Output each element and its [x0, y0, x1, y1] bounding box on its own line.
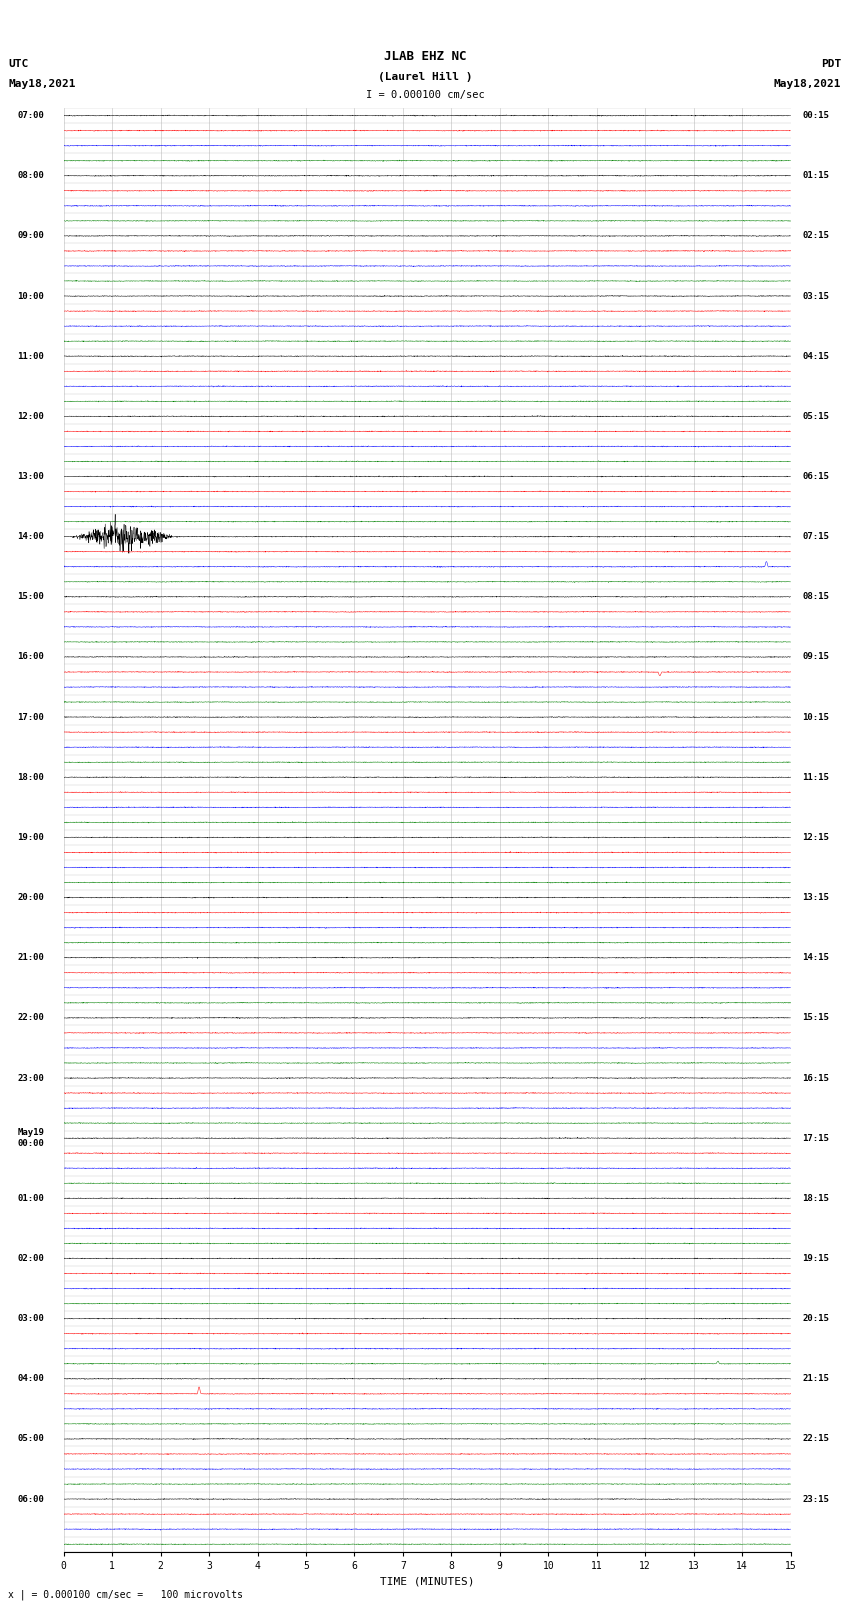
Text: May18,2021: May18,2021 [8, 79, 76, 89]
Text: 16:00: 16:00 [18, 652, 44, 661]
Text: 18:15: 18:15 [802, 1194, 830, 1203]
Text: 15:15: 15:15 [802, 1013, 830, 1023]
Text: PDT: PDT [821, 60, 842, 69]
Text: 20:15: 20:15 [802, 1315, 830, 1323]
Text: 02:00: 02:00 [18, 1253, 44, 1263]
Text: 05:00: 05:00 [18, 1434, 44, 1444]
Text: 23:00: 23:00 [18, 1074, 44, 1082]
Text: 11:15: 11:15 [802, 773, 830, 782]
Text: 21:15: 21:15 [802, 1374, 830, 1384]
Text: 05:15: 05:15 [802, 411, 830, 421]
Text: 03:15: 03:15 [802, 292, 830, 300]
Text: 20:00: 20:00 [18, 894, 44, 902]
Text: 18:00: 18:00 [18, 773, 44, 782]
Text: 10:15: 10:15 [802, 713, 830, 721]
Text: (Laurel Hill ): (Laurel Hill ) [377, 73, 473, 82]
Text: I = 0.000100 cm/sec: I = 0.000100 cm/sec [366, 90, 484, 100]
Text: 14:15: 14:15 [802, 953, 830, 963]
Text: 16:15: 16:15 [802, 1074, 830, 1082]
Text: 03:00: 03:00 [18, 1315, 44, 1323]
Text: 06:15: 06:15 [802, 473, 830, 481]
Text: May18,2021: May18,2021 [774, 79, 842, 89]
Text: 15:00: 15:00 [18, 592, 44, 602]
Text: 08:15: 08:15 [802, 592, 830, 602]
Text: 22:15: 22:15 [802, 1434, 830, 1444]
Text: 08:00: 08:00 [18, 171, 44, 181]
Text: 09:15: 09:15 [802, 652, 830, 661]
Text: x | = 0.000100 cm/sec =   100 microvolts: x | = 0.000100 cm/sec = 100 microvolts [8, 1589, 243, 1600]
Text: UTC: UTC [8, 60, 29, 69]
Text: 19:15: 19:15 [802, 1253, 830, 1263]
Text: 14:00: 14:00 [18, 532, 44, 540]
Text: 13:15: 13:15 [802, 894, 830, 902]
Text: 17:00: 17:00 [18, 713, 44, 721]
Text: 07:15: 07:15 [802, 532, 830, 540]
Text: 02:15: 02:15 [802, 231, 830, 240]
Text: JLAB EHZ NC: JLAB EHZ NC [383, 50, 467, 63]
Text: 13:00: 13:00 [18, 473, 44, 481]
Text: 00:15: 00:15 [802, 111, 830, 119]
Text: 12:00: 12:00 [18, 411, 44, 421]
Text: 09:00: 09:00 [18, 231, 44, 240]
Text: 04:15: 04:15 [802, 352, 830, 361]
Text: 21:00: 21:00 [18, 953, 44, 963]
Text: 23:15: 23:15 [802, 1495, 830, 1503]
Text: 17:15: 17:15 [802, 1134, 830, 1142]
Text: May19
00:00: May19 00:00 [18, 1129, 44, 1148]
Text: 06:00: 06:00 [18, 1495, 44, 1503]
Text: 07:00: 07:00 [18, 111, 44, 119]
Text: 22:00: 22:00 [18, 1013, 44, 1023]
X-axis label: TIME (MINUTES): TIME (MINUTES) [380, 1576, 474, 1586]
Text: 10:00: 10:00 [18, 292, 44, 300]
Text: 12:15: 12:15 [802, 832, 830, 842]
Text: 19:00: 19:00 [18, 832, 44, 842]
Text: 01:00: 01:00 [18, 1194, 44, 1203]
Text: 11:00: 11:00 [18, 352, 44, 361]
Text: 01:15: 01:15 [802, 171, 830, 181]
Text: 04:00: 04:00 [18, 1374, 44, 1384]
